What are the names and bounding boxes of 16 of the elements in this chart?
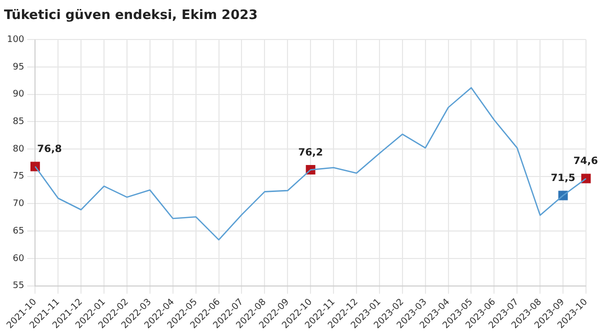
y-tick-label: 60 — [12, 254, 24, 264]
y-tick-label: 80 — [12, 144, 24, 154]
data-label: 76,8 — [37, 144, 62, 156]
data-label: 76,2 — [298, 147, 323, 158]
chart-title: Tüketici güven endeksi, Ekim 2023 — [4, 8, 258, 24]
data-label: 74,6 — [573, 156, 598, 168]
y-tick-label: 100 — [6, 34, 24, 45]
data-label: 71,5 — [550, 173, 576, 184]
y-tick-label: 65 — [12, 226, 24, 236]
y-tick-label: 70 — [12, 199, 24, 210]
y-tick-label: 85 — [12, 117, 24, 127]
y-tick-label: 90 — [12, 90, 24, 100]
point — [30, 162, 40, 172]
y-tick-label: 95 — [12, 62, 24, 72]
y-tick-label: 55 — [12, 281, 24, 292]
y-tick-label: 75 — [12, 172, 24, 182]
